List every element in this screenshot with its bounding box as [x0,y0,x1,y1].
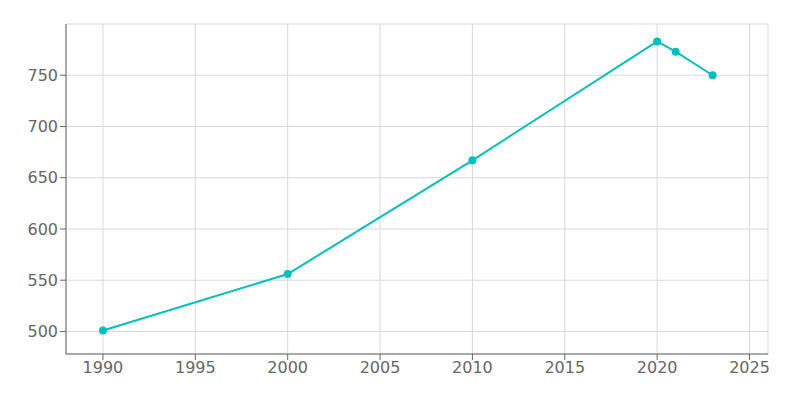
svg-text:1995: 1995 [175,358,216,377]
svg-text:2010: 2010 [452,358,493,377]
svg-text:750: 750 [27,66,58,85]
svg-text:2025: 2025 [729,358,770,377]
svg-text:2005: 2005 [360,358,401,377]
svg-text:700: 700 [27,117,58,136]
svg-text:600: 600 [27,220,58,239]
svg-text:2020: 2020 [637,358,678,377]
svg-text:650: 650 [27,168,58,187]
svg-text:2000: 2000 [267,358,308,377]
svg-text:1990: 1990 [83,358,124,377]
svg-text:500: 500 [27,322,58,341]
svg-text:2015: 2015 [544,358,585,377]
svg-text:550: 550 [27,271,58,290]
